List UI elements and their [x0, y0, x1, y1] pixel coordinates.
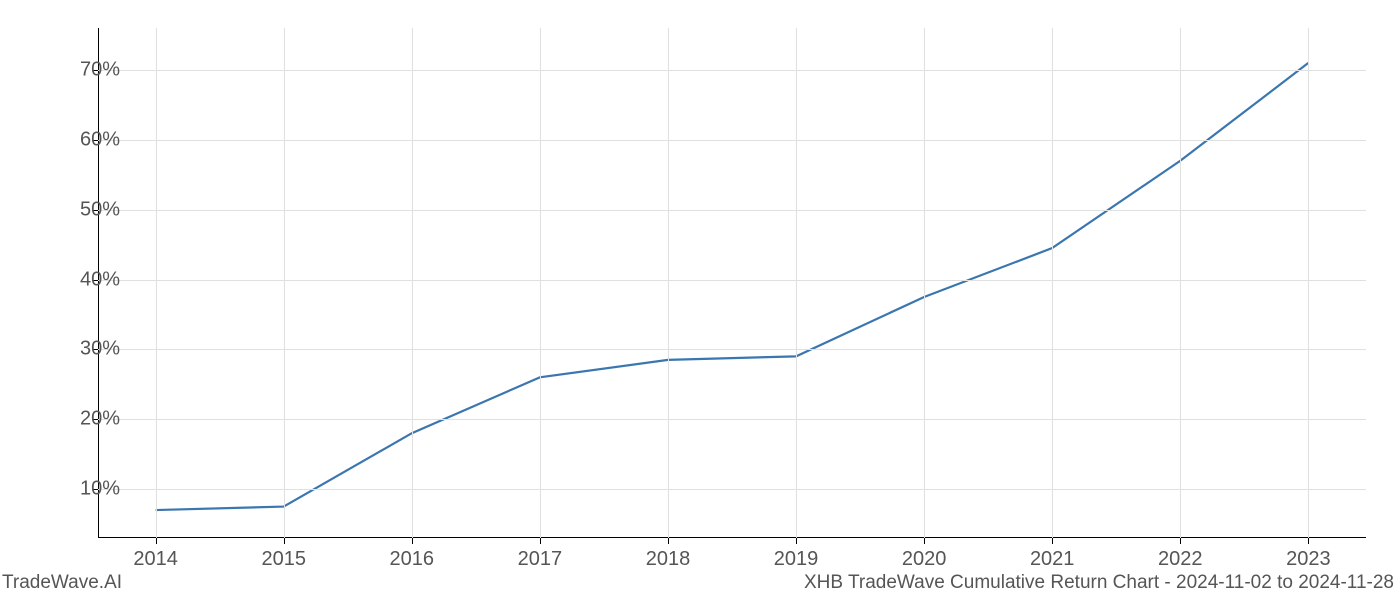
gridline-horizontal — [98, 419, 1366, 420]
x-tick-mark — [412, 538, 413, 544]
x-tick-label: 2019 — [774, 548, 819, 571]
gridline-vertical — [284, 28, 285, 538]
x-tick-label: 2021 — [1030, 548, 1075, 571]
x-tick-label: 2014 — [133, 548, 178, 571]
footer-brand: TradeWave.AI — [2, 572, 122, 594]
x-tick-mark — [668, 538, 669, 544]
gridline-vertical — [924, 28, 925, 538]
y-tick-label: 70% — [80, 58, 120, 81]
y-tick-label: 20% — [80, 408, 120, 431]
gridline-vertical — [1308, 28, 1309, 538]
x-tick-label: 2022 — [1158, 548, 1203, 571]
x-tick-mark — [1308, 538, 1309, 544]
x-tick-mark — [1180, 538, 1181, 544]
gridline-vertical — [1180, 28, 1181, 538]
gridline-vertical — [540, 28, 541, 538]
gridline-vertical — [156, 28, 157, 538]
footer-caption: XHB TradeWave Cumulative Return Chart - … — [804, 572, 1394, 594]
y-tick-label: 40% — [80, 268, 120, 291]
gridline-horizontal — [98, 280, 1366, 281]
gridline-horizontal — [98, 489, 1366, 490]
gridline-vertical — [1052, 28, 1053, 538]
gridline-horizontal — [98, 140, 1366, 141]
x-tick-label: 2017 — [518, 548, 563, 571]
line-series — [98, 28, 1366, 538]
gridline-vertical — [668, 28, 669, 538]
x-tick-label: 2018 — [646, 548, 691, 571]
x-tick-mark — [924, 538, 925, 544]
gridline-horizontal — [98, 210, 1366, 211]
chart-plot-area: 2014201520162017201820192020202120222023 — [98, 28, 1366, 538]
x-tick-mark — [156, 538, 157, 544]
y-tick-label: 30% — [80, 338, 120, 361]
x-tick-label: 2023 — [1286, 548, 1331, 571]
x-tick-mark — [540, 538, 541, 544]
y-tick-label: 60% — [80, 128, 120, 151]
y-tick-label: 50% — [80, 198, 120, 221]
x-tick-mark — [284, 538, 285, 544]
y-tick-label: 10% — [80, 478, 120, 501]
x-tick-label: 2020 — [902, 548, 947, 571]
x-tick-label: 2016 — [390, 548, 435, 571]
gridline-horizontal — [98, 349, 1366, 350]
gridline-vertical — [796, 28, 797, 538]
x-tick-label: 2015 — [261, 548, 306, 571]
x-tick-mark — [1052, 538, 1053, 544]
gridline-horizontal — [98, 70, 1366, 71]
gridline-vertical — [412, 28, 413, 538]
x-tick-mark — [796, 538, 797, 544]
